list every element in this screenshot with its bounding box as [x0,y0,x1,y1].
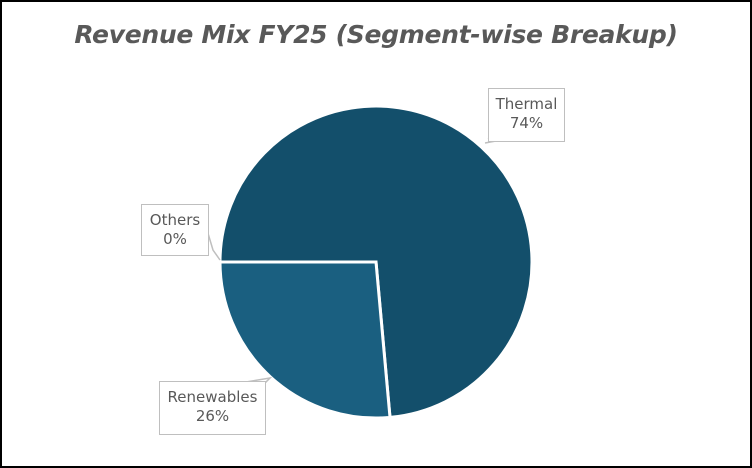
data-label-others-value: 0% [163,230,187,248]
chart-title: Revenue Mix FY25 (Segment-wise Breakup) [74,20,678,49]
data-label-renewables: Renewables 26% [159,381,266,435]
data-label-renewables-name: Renewables [167,388,258,406]
data-label-others: Others 0% [141,204,209,256]
leader-line-others [206,229,221,261]
data-label-thermal-name: Thermal [495,95,558,113]
data-label-renewables-value: 26% [195,407,230,425]
data-label-others-name: Others [149,211,201,229]
data-label-thermal: Thermal 74% [488,88,565,142]
data-label-thermal-value: 74% [509,114,544,132]
